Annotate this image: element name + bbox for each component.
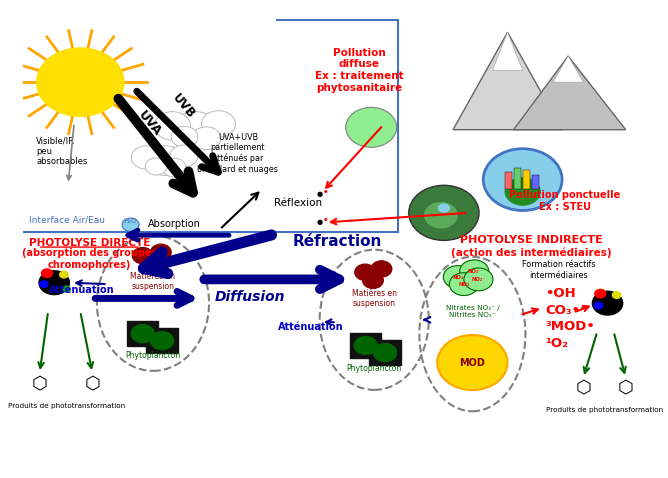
Text: H₂O: H₂O [124,218,138,224]
Circle shape [363,272,383,288]
Circle shape [438,203,450,213]
Text: ³MOD•: ³MOD• [545,320,595,334]
Text: ⬡: ⬡ [575,380,591,398]
Text: (absorption des groupes
chromophores): (absorption des groupes chromophores) [21,248,157,270]
Circle shape [150,332,174,350]
Polygon shape [492,33,522,70]
Text: UVB: UVB [170,91,197,121]
Text: ⬡: ⬡ [618,380,634,398]
Text: ●: ● [317,191,323,197]
Circle shape [162,158,186,177]
Circle shape [373,344,397,362]
FancyBboxPatch shape [146,328,178,353]
Polygon shape [514,56,626,130]
Circle shape [202,111,235,137]
FancyBboxPatch shape [504,173,512,189]
Text: Réfraction: Réfraction [293,234,381,249]
Text: Pollution
diffuse
Ex : traitement
phytosanitaire: Pollution diffuse Ex : traitement phytos… [315,48,403,93]
Text: MOD: MOD [460,358,486,368]
Text: NO₂⁻: NO₂⁻ [472,277,486,282]
Circle shape [355,264,375,280]
Text: Réflexion: Réflexion [274,198,323,208]
Text: Absorption: Absorption [148,218,200,228]
FancyBboxPatch shape [127,321,158,346]
Circle shape [438,335,508,390]
Text: ⬡: ⬡ [32,375,47,393]
Text: ●: ● [324,189,327,194]
Circle shape [39,281,48,287]
Circle shape [192,127,221,150]
Circle shape [593,291,623,315]
Text: Matières en
suspension: Matières en suspension [130,272,176,292]
Text: ¹O₂: ¹O₂ [545,337,568,350]
Text: Formation réactifs
intermédiaires: Formation réactifs intermédiaires [522,260,596,280]
Circle shape [145,158,167,175]
Circle shape [504,177,541,206]
Circle shape [143,256,163,272]
Circle shape [154,112,190,140]
Circle shape [171,126,198,147]
Text: NO₃: NO₃ [458,282,470,287]
Circle shape [354,337,377,355]
Circle shape [122,218,139,231]
Circle shape [132,248,153,264]
Text: Atténuation: Atténuation [278,322,343,332]
Circle shape [450,273,478,295]
Text: UVA: UVA [136,109,164,139]
Circle shape [371,261,391,277]
Text: Matières en
suspension: Matières en suspension [352,289,397,308]
FancyBboxPatch shape [369,340,401,365]
Circle shape [131,325,154,343]
Text: Atténuation: Atténuation [49,285,115,295]
FancyBboxPatch shape [350,333,381,358]
Text: NO₃⁻: NO₃⁻ [468,269,481,274]
Circle shape [170,145,198,167]
Polygon shape [453,33,562,130]
Text: ⬡: ⬡ [84,375,100,393]
Text: PHOTOLYSE INDIRECTE: PHOTOLYSE INDIRECTE [460,236,603,245]
Circle shape [150,244,171,261]
Text: Phytoplancton: Phytoplancton [126,351,180,360]
Text: Phytoplancton: Phytoplancton [347,364,402,373]
Circle shape [595,289,606,298]
Circle shape [37,48,124,116]
Text: UVA+UVB
partiellement
atténués par
brouillard et nuages: UVA+UVB partiellement atténués par broui… [198,133,279,174]
Text: NO₂: NO₂ [452,274,464,280]
Text: CO₃•⁻: CO₃•⁻ [545,304,587,317]
FancyBboxPatch shape [522,170,530,189]
Polygon shape [553,56,583,82]
Circle shape [41,269,52,278]
Circle shape [59,272,68,278]
Circle shape [444,266,472,288]
Text: •OH: •OH [545,287,576,300]
Text: Pollution ponctuelle
Ex : STEU: Pollution ponctuelle Ex : STEU [510,190,621,212]
Text: Nitrates NO₃⁻ /
Nitrites NO₂⁻: Nitrates NO₃⁻ / Nitrites NO₂⁻ [446,305,499,318]
Text: PHOTOLYSE DIRECTE: PHOTOLYSE DIRECTE [29,238,150,248]
Circle shape [483,149,562,210]
Circle shape [63,286,70,292]
Circle shape [146,146,184,175]
Circle shape [132,146,161,169]
Circle shape [595,302,603,309]
Circle shape [346,108,397,147]
FancyBboxPatch shape [514,168,521,189]
Circle shape [39,271,69,294]
Circle shape [613,292,621,298]
Text: Produits de phototransformation: Produits de phototransformation [546,407,663,413]
FancyBboxPatch shape [532,175,539,189]
Circle shape [424,202,458,228]
Circle shape [172,112,218,148]
Text: ●: ● [324,218,327,222]
Circle shape [409,185,479,240]
Text: Produits de phototransformation: Produits de phototransformation [8,403,125,409]
Text: Visible/IR
peu
absorbables: Visible/IR peu absorbables [36,136,88,166]
Text: ●: ● [317,219,323,225]
Circle shape [464,268,493,291]
Circle shape [460,260,489,282]
Text: (action des intermédiaires): (action des intermédiaires) [452,247,612,258]
Text: Diffusion: Diffusion [214,290,285,304]
Text: Interface Air/Eau: Interface Air/Eau [29,216,105,225]
